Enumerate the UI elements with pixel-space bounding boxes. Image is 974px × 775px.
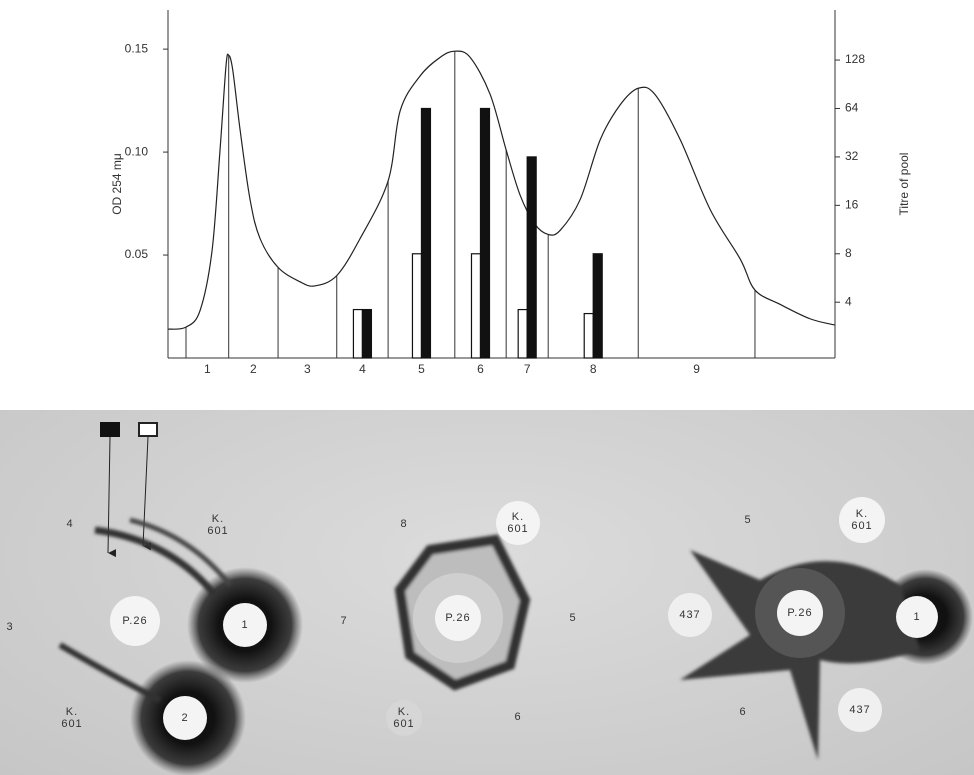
y2-tick-label: 8: [845, 246, 852, 260]
well-label: K. 601: [507, 511, 529, 535]
well-label: K. 601: [61, 706, 83, 730]
well: [386, 700, 422, 736]
well-label: 6: [739, 706, 747, 718]
well-label: P.26: [122, 615, 148, 627]
well-label: 437: [849, 704, 871, 716]
y2-axis-label: Titre of pool: [897, 153, 911, 216]
well: [896, 596, 938, 638]
x-tick-label: 1: [204, 362, 211, 376]
well: [777, 590, 823, 636]
x-tick-label: 4: [359, 362, 366, 376]
y2-tick-label: 128: [845, 52, 865, 66]
x-tick-label: 8: [590, 362, 597, 376]
chart: OD 254 mμ Titre of pool 0.050.100.154816…: [110, 10, 911, 376]
titre-bar: [592, 253, 603, 359]
filled-key: [100, 422, 120, 437]
open-key: [138, 422, 158, 437]
well: [838, 688, 882, 732]
well: [496, 501, 540, 545]
well-label: 2: [181, 712, 189, 724]
titre-bar: [517, 308, 528, 359]
titre-bar: [352, 308, 364, 359]
well-label: 4: [66, 518, 74, 530]
titre-bar: [411, 253, 423, 359]
well: [110, 596, 160, 646]
x-tick-label: 2: [250, 362, 257, 376]
well: [668, 593, 712, 637]
titre-bar: [470, 253, 482, 359]
x-tick-label: 7: [524, 362, 531, 376]
titre-bar: [583, 312, 594, 359]
y2-tick-label: 16: [845, 198, 859, 212]
well: [163, 696, 207, 740]
well-label: P.26: [787, 607, 813, 619]
titre-bar: [479, 107, 491, 359]
well-label: 3: [6, 621, 14, 633]
y-tick-label: 0.05: [125, 247, 149, 261]
well-label: K. 601: [207, 513, 229, 537]
od-curve: [167, 50, 836, 330]
well-label: P.26: [445, 612, 471, 624]
well-label: 437: [679, 609, 701, 621]
well: [435, 595, 481, 641]
titre-bar: [526, 156, 537, 359]
precipitin-arc: [58, 642, 162, 703]
well: [223, 603, 267, 647]
well-label: 7: [340, 615, 348, 627]
precipitin-arc: [94, 526, 218, 598]
y-tick-label: 0.10: [125, 144, 149, 158]
y-tick-label: 0.15: [125, 41, 149, 55]
titre-bar: [361, 308, 373, 359]
well-label: 5: [744, 514, 752, 526]
x-tick-label: 9: [693, 362, 700, 376]
well-label: 6: [514, 711, 522, 723]
well-label: 5: [569, 612, 577, 624]
titre-bar: [420, 107, 432, 359]
arrow: [142, 436, 152, 551]
y2-tick-label: 32: [845, 149, 859, 163]
y2-tick-label: 64: [845, 101, 859, 115]
photo-drawing: [58, 422, 973, 775]
well-label: 8: [400, 518, 408, 530]
precipitin-arc: [129, 517, 232, 587]
immunodiffusion-photo: 4 K. 601 3 P.26 1 K. 601 2 8 K. 601 7 P.…: [0, 410, 974, 775]
x-tick-label: 6: [477, 362, 484, 376]
well-label: 1: [241, 619, 249, 631]
well: [839, 497, 885, 543]
x-tick-label: 3: [304, 362, 311, 376]
well-label: K. 601: [851, 508, 873, 532]
y-axis-label: OD 254 mμ: [110, 153, 124, 215]
well-label: 1: [913, 611, 921, 623]
y2-tick-label: 4: [845, 294, 852, 308]
well-label: K. 601: [393, 706, 415, 730]
x-tick-label: 5: [418, 362, 425, 376]
